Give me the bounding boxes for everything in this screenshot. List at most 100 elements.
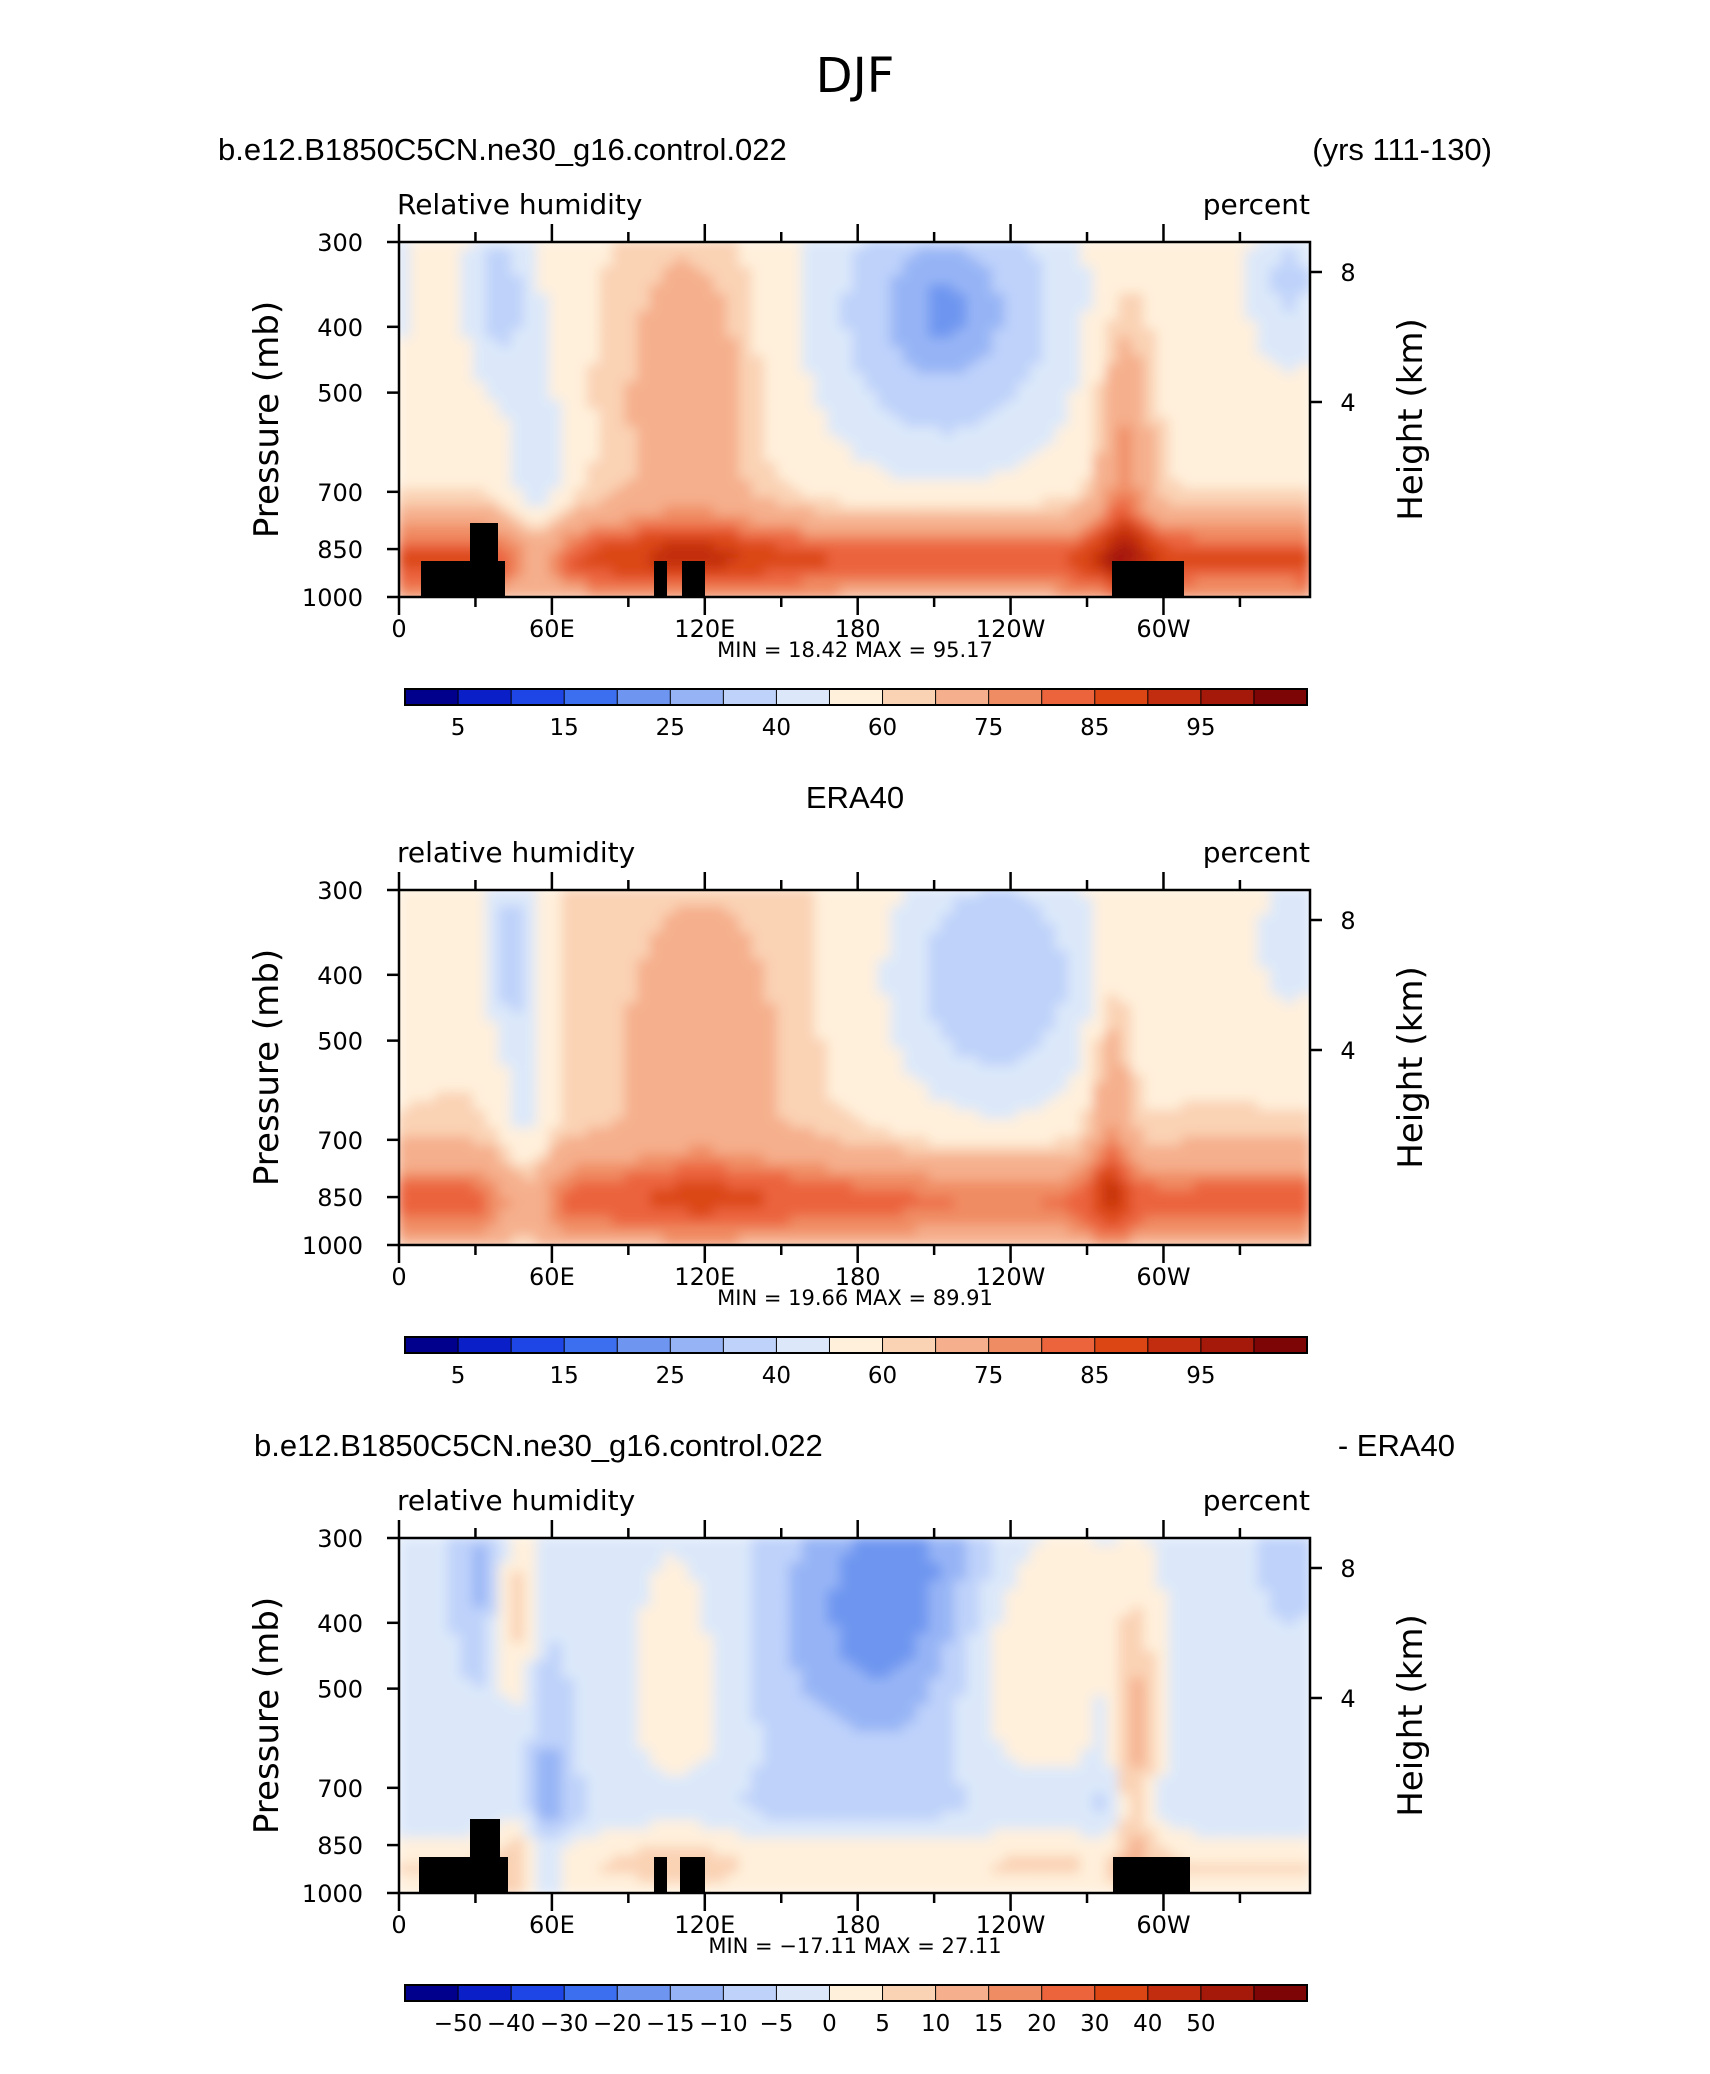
colorbar-box xyxy=(669,688,725,706)
contour-cell xyxy=(776,242,794,253)
contour-cell xyxy=(599,586,617,597)
terrain-block xyxy=(654,561,667,597)
contour-cell xyxy=(839,242,857,253)
contour-cell xyxy=(700,586,718,597)
colorbar-box xyxy=(828,688,884,706)
contour-cell xyxy=(789,586,806,597)
contour-cell xyxy=(498,890,515,901)
contour-cell xyxy=(1181,242,1199,253)
contour-cell xyxy=(447,890,465,901)
contour-cell xyxy=(1118,242,1135,253)
contour-cell xyxy=(399,242,414,253)
contour-cell xyxy=(434,890,452,901)
contour-cell xyxy=(1042,242,1059,253)
colorbar-label: 75 xyxy=(974,715,1003,741)
contour-cell xyxy=(599,1234,617,1245)
terrain-block xyxy=(470,523,498,597)
contour-cell xyxy=(1067,586,1085,597)
contour-cell xyxy=(523,890,541,901)
contour-cell xyxy=(510,586,528,597)
contour-cell xyxy=(738,586,756,597)
contour-cell xyxy=(409,586,427,597)
contour-cell xyxy=(498,242,515,253)
contour-cell xyxy=(979,586,996,597)
contour-cell xyxy=(548,586,566,597)
y-right-tick-label: 4 xyxy=(1340,389,1355,417)
contour-cell xyxy=(1181,586,1199,597)
colorbar-box xyxy=(563,688,619,706)
terrain-block xyxy=(1112,561,1184,597)
contour-cell xyxy=(890,242,908,253)
contour-cell xyxy=(1257,586,1275,597)
contour-field-1 xyxy=(399,242,1310,597)
contour-cell xyxy=(434,242,452,253)
contour-cell xyxy=(1080,586,1097,597)
contour-cell xyxy=(953,242,971,253)
colorbar-1: 5 15 25 40 60 75 85 95 xyxy=(404,688,1308,741)
contour-cell xyxy=(1092,242,1110,253)
contour-cell xyxy=(624,586,642,597)
contour-cell xyxy=(801,586,819,597)
contour-cell xyxy=(662,890,680,901)
contour-cell xyxy=(827,242,844,253)
terrain-block xyxy=(421,561,470,597)
panel-title-center: ERA40 xyxy=(806,780,904,815)
terrain-block xyxy=(498,561,505,597)
contour-cell xyxy=(548,242,566,253)
contour-cell xyxy=(1054,586,1072,597)
contour-cell xyxy=(460,890,477,901)
contour-cell xyxy=(1130,242,1148,253)
terrain-mask-1 xyxy=(421,523,1184,597)
contour-cell xyxy=(852,242,870,253)
contour-cell xyxy=(662,1234,680,1245)
contour-cell xyxy=(399,1234,414,1245)
contour-cell xyxy=(941,586,958,597)
contour-cell xyxy=(865,242,882,253)
x-tick-label: 60W xyxy=(1136,615,1190,643)
contour-cell xyxy=(523,586,541,597)
contour-cell xyxy=(599,890,617,901)
contour-cell xyxy=(1282,586,1300,597)
y-right-tick-label: 8 xyxy=(1340,259,1355,287)
contour-cell xyxy=(966,242,984,253)
contour-cell xyxy=(903,586,920,597)
contour-cell xyxy=(877,586,895,597)
colorbar-label: 15 xyxy=(550,715,579,741)
colorbar-label: 95 xyxy=(1186,715,1215,741)
contour-cell xyxy=(1232,586,1249,597)
min-max-stats: MIN = 18.42 MAX = 95.17 xyxy=(717,638,993,662)
contour-cell xyxy=(586,1234,604,1245)
contour-cell xyxy=(991,586,1009,597)
contour-cell xyxy=(523,242,541,253)
colorbar-box xyxy=(1094,688,1149,706)
contour-cell xyxy=(637,586,655,597)
contour-cell xyxy=(713,586,730,597)
contour-cell xyxy=(536,890,553,901)
panel-heading-2: ERA40 xyxy=(806,780,904,815)
contour-cell xyxy=(688,242,705,253)
colorbar-label: 85 xyxy=(1080,715,1109,741)
contour-cell xyxy=(1156,242,1173,253)
contour-cells-2 xyxy=(399,890,1310,1245)
contour-cell xyxy=(472,1234,490,1245)
contour-cell xyxy=(460,242,477,253)
contour-cell xyxy=(409,1234,427,1245)
contour-cell xyxy=(574,586,591,597)
contour-cell xyxy=(650,242,667,253)
contour-cell xyxy=(1295,242,1310,253)
contour-cell xyxy=(751,586,768,597)
y-tick-label: 300 xyxy=(317,229,363,257)
contour-cell xyxy=(1244,586,1262,597)
colorbar-box xyxy=(1147,688,1202,706)
contour-cell xyxy=(1143,242,1161,253)
panel-heading-1: b.e12.B1850C5CN.ne30_g16.control.022 (yrs… xyxy=(218,132,1492,167)
x-tick-label: 180 xyxy=(835,615,881,643)
colorbar-label: 5 xyxy=(451,715,466,741)
contour-cell xyxy=(814,242,832,253)
contour-cell xyxy=(1206,586,1224,597)
contour-cell xyxy=(1016,586,1034,597)
contour-cell xyxy=(1270,586,1287,597)
contour-cell xyxy=(1080,242,1097,253)
contour-cell xyxy=(991,242,1009,253)
